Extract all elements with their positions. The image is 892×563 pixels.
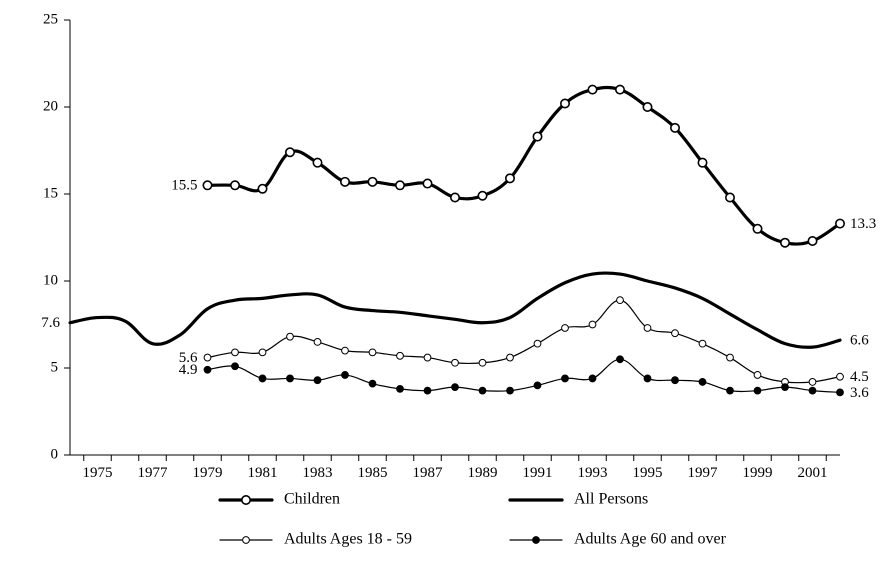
line-chart: 0 5 10 15 20 25 1975 1977 1979 1981 1983 1985 1987 19…: [0, 0, 892, 563]
svg-text:1989: 1989: [468, 465, 498, 481]
svg-text:20: 20: [43, 98, 58, 114]
series-all_persons: [70, 273, 840, 347]
series-children: [203, 85, 844, 247]
svg-text:3.6: 3.6: [850, 385, 869, 401]
svg-text:Adults Age 60 and over: Adults Age 60 and over: [574, 531, 727, 548]
legend-item-adults_60_over: [510, 537, 562, 544]
svg-text:Children: Children: [284, 491, 340, 508]
svg-text:1975: 1975: [83, 465, 113, 481]
chart-container: 0 5 10 15 20 25 1975 1977 1979 1981 1983 1985 1987 19…: [0, 0, 892, 563]
legend-item-adults_18_59: [220, 537, 272, 544]
svg-text:1979: 1979: [193, 465, 223, 481]
svg-text:15: 15: [43, 185, 58, 201]
svg-text:10: 10: [43, 272, 58, 288]
svg-text:All Persons: All Persons: [574, 491, 648, 508]
svg-text:5: 5: [51, 359, 59, 375]
svg-text:15.5: 15.5: [171, 178, 197, 194]
legend-item-children: [220, 496, 272, 504]
svg-text:1999: 1999: [743, 465, 773, 481]
svg-text:1997: 1997: [688, 465, 719, 481]
svg-text:1987: 1987: [413, 465, 444, 481]
svg-text:2001: 2001: [798, 465, 828, 481]
svg-text:1981: 1981: [248, 465, 278, 481]
svg-text:25: 25: [43, 11, 58, 27]
svg-text:1991: 1991: [523, 465, 553, 481]
svg-text:1993: 1993: [578, 465, 608, 481]
svg-text:13.3: 13.3: [850, 216, 876, 232]
svg-text:4.5: 4.5: [850, 369, 869, 385]
series-adults_60_over: [204, 356, 843, 396]
svg-text:1995: 1995: [633, 465, 663, 481]
svg-text:4.9: 4.9: [179, 362, 198, 378]
svg-text:1977: 1977: [138, 465, 169, 481]
svg-text:7.6: 7.6: [41, 315, 60, 331]
svg-text:1985: 1985: [358, 465, 388, 481]
svg-text:0: 0: [51, 446, 59, 462]
svg-text:6.6: 6.6: [850, 333, 869, 349]
svg-text:Adults Ages 18 - 59: Adults Ages 18 - 59: [284, 531, 412, 548]
svg-text:1983: 1983: [303, 465, 333, 481]
